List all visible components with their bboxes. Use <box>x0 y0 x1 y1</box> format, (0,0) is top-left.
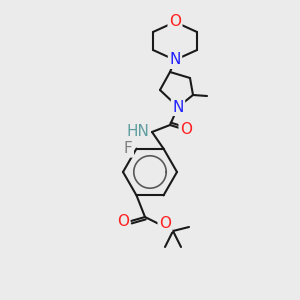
Text: O: O <box>169 14 181 29</box>
Text: N: N <box>169 52 181 68</box>
Text: N: N <box>172 100 184 115</box>
Text: HN: HN <box>126 124 149 140</box>
Text: F: F <box>124 141 133 156</box>
Text: O: O <box>180 122 192 137</box>
Text: O: O <box>159 215 171 230</box>
Text: O: O <box>117 214 129 229</box>
